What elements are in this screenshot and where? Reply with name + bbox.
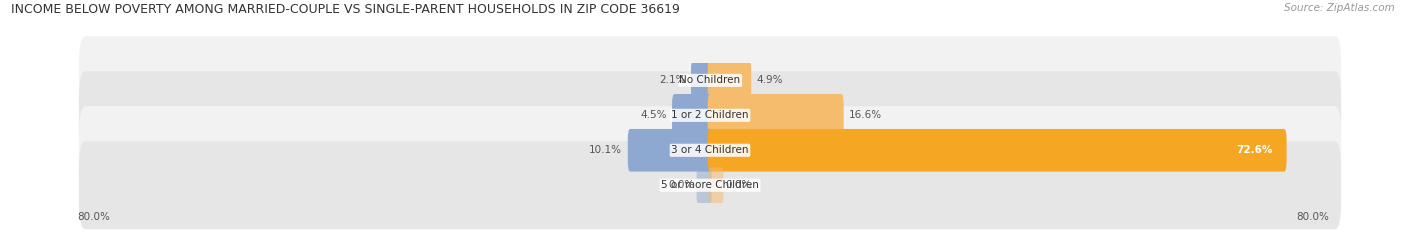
Text: 2.1%: 2.1% [659,75,686,85]
Text: Source: ZipAtlas.com: Source: ZipAtlas.com [1284,3,1395,14]
FancyBboxPatch shape [79,106,1341,194]
Text: 5 or more Children: 5 or more Children [661,180,759,190]
FancyBboxPatch shape [707,129,1286,171]
FancyBboxPatch shape [707,94,844,137]
Text: 4.9%: 4.9% [756,75,783,85]
FancyBboxPatch shape [696,167,711,203]
Text: 72.6%: 72.6% [1236,145,1272,155]
FancyBboxPatch shape [79,141,1341,229]
Text: 80.0%: 80.0% [77,212,110,222]
FancyBboxPatch shape [692,59,713,102]
Text: 80.0%: 80.0% [1296,212,1329,222]
Text: 3 or 4 Children: 3 or 4 Children [671,145,749,155]
Text: 10.1%: 10.1% [589,145,623,155]
Text: 4.5%: 4.5% [640,110,666,120]
Text: 16.6%: 16.6% [849,110,883,120]
Text: 0.0%: 0.0% [668,180,695,190]
Text: 0.0%: 0.0% [725,180,752,190]
Text: No Children: No Children [679,75,741,85]
FancyBboxPatch shape [709,167,724,203]
FancyBboxPatch shape [707,59,751,102]
FancyBboxPatch shape [628,129,713,171]
FancyBboxPatch shape [79,71,1341,159]
FancyBboxPatch shape [672,94,713,137]
Text: 1 or 2 Children: 1 or 2 Children [671,110,749,120]
FancyBboxPatch shape [79,36,1341,124]
Text: INCOME BELOW POVERTY AMONG MARRIED-COUPLE VS SINGLE-PARENT HOUSEHOLDS IN ZIP COD: INCOME BELOW POVERTY AMONG MARRIED-COUPL… [11,3,681,17]
